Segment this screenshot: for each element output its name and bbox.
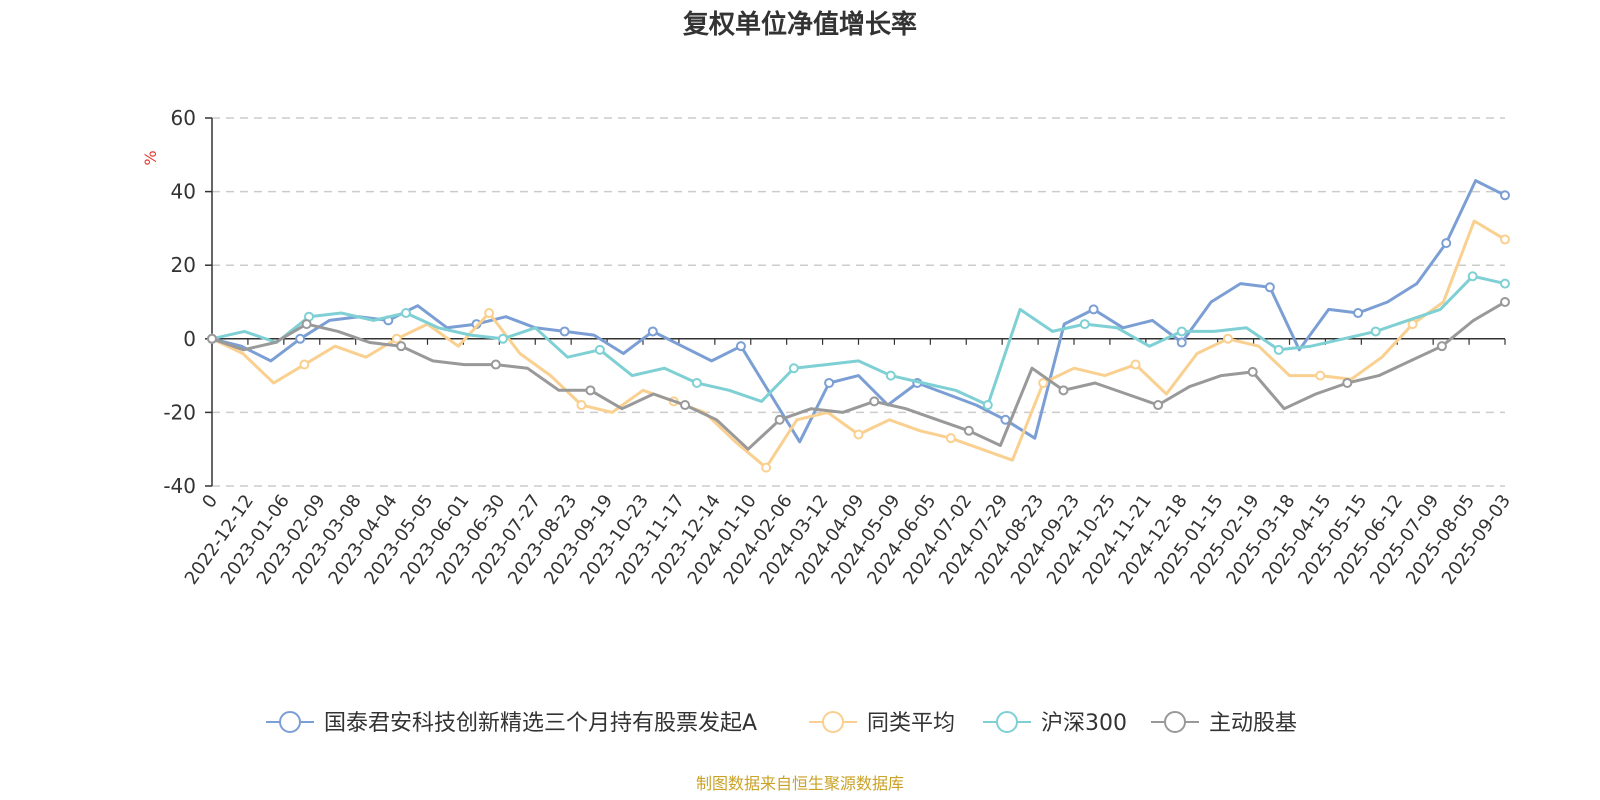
y-tick-label: -20 (163, 400, 196, 424)
data-point (945, 433, 956, 444)
data-point (1370, 326, 1381, 337)
legend-label: 主动股基 (1209, 711, 1297, 736)
legend[interactable]: 国泰君安科技创新精选三个月持有股票发起A 同类平均 沪深300 主动股基 (266, 711, 1297, 736)
data-point (490, 359, 501, 370)
legend-item-0[interactable]: 国泰君安科技创新精选三个月持有股票发起A (266, 711, 757, 736)
data-point (400, 308, 411, 319)
data-point (484, 308, 495, 319)
series-line-3 (211, 300, 1506, 451)
legend-marker (822, 711, 844, 733)
y-tick-label: 0 (183, 327, 196, 351)
data-point (207, 333, 217, 344)
legend-item-2[interactable]: 沪深300 (983, 711, 1127, 736)
data-source-note: 制图数据来自恒生聚源数据库 (695, 774, 904, 793)
y-tick-label: 20 (171, 253, 196, 277)
data-point (1353, 308, 1364, 319)
data-point (594, 344, 605, 355)
x-tick-label: 0 (198, 491, 222, 512)
data-point (1058, 385, 1069, 396)
data-point (735, 341, 746, 352)
legend-marker (1164, 711, 1186, 733)
legend-label: 同类平均 (867, 711, 955, 736)
data-point (1130, 359, 1141, 370)
legend-label: 国泰君安科技创新精选三个月持有股票发起A (324, 711, 757, 736)
data-point (1441, 238, 1452, 249)
data-point (1273, 344, 1284, 355)
data-point (1500, 234, 1510, 245)
data-point (301, 319, 312, 330)
data-point (1342, 377, 1353, 388)
legend-item-1[interactable]: 同类平均 (809, 711, 955, 736)
data-point (497, 333, 508, 344)
data-point (761, 462, 772, 473)
data-point (576, 400, 587, 411)
grid-lines (212, 117, 1505, 487)
legend-label: 沪深300 (1041, 711, 1127, 736)
y-axis-unit-label: % (141, 150, 160, 165)
data-point (1079, 319, 1090, 330)
data-point (1222, 333, 1233, 344)
data-point (1500, 297, 1510, 307)
data-point (295, 333, 306, 344)
series-line-0 (211, 179, 1506, 444)
data-point (1500, 190, 1510, 201)
data-point (559, 326, 570, 337)
data-point (1176, 337, 1187, 348)
data-point (824, 377, 835, 388)
data-point (1467, 271, 1478, 282)
data-point (1088, 304, 1099, 315)
data-point (585, 385, 596, 396)
data-point (396, 341, 407, 352)
data-point (869, 396, 880, 407)
data-point (299, 359, 310, 370)
y-tick-label: 60 (171, 106, 196, 130)
data-point (774, 414, 785, 425)
data-point (853, 429, 864, 440)
data-point (1176, 326, 1187, 337)
data-point (647, 326, 658, 337)
legend-marker (996, 711, 1018, 733)
data-point (1264, 282, 1275, 293)
data-point (391, 333, 402, 344)
data-point (788, 363, 799, 374)
y-tick-label: -40 (163, 474, 196, 498)
legend-marker (279, 711, 301, 733)
data-point (982, 400, 993, 411)
data-point (963, 425, 974, 436)
chart-title: 复权单位净值增长率 (682, 10, 917, 40)
series-line-2 (211, 274, 1506, 407)
series-lines (207, 179, 1510, 473)
legend-item-3[interactable]: 主动股基 (1151, 711, 1297, 736)
data-point (1436, 341, 1447, 352)
data-point (885, 370, 896, 381)
data-point (680, 400, 691, 411)
data-point (1153, 400, 1164, 411)
data-point (1038, 377, 1049, 388)
data-point (1315, 370, 1326, 381)
data-point (1247, 366, 1258, 377)
data-point (691, 377, 702, 388)
y-tick-label: 40 (171, 180, 196, 204)
data-point (1500, 278, 1510, 289)
